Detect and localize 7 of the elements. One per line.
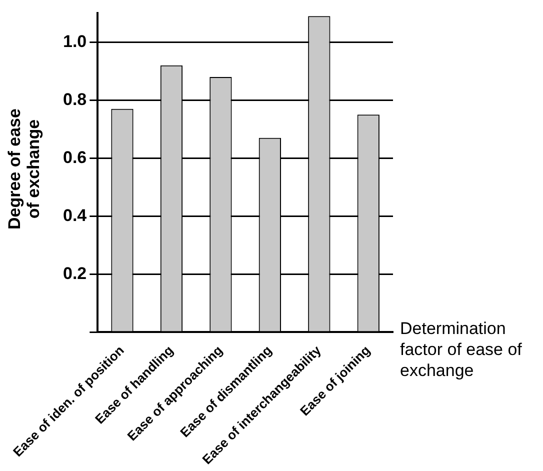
y-axis-title: Degree of ease of exchange xyxy=(5,108,43,232)
y-tick-label: 0.4 xyxy=(62,206,88,225)
x-axis-title: Determination factor of ease of exchange xyxy=(400,318,523,381)
y-tick-label: 1.0 xyxy=(62,32,87,51)
y-tick-label: 0.6 xyxy=(62,148,87,167)
y-tick-label: 0.2 xyxy=(62,264,87,283)
y-tick-label: 0.8 xyxy=(62,90,87,109)
